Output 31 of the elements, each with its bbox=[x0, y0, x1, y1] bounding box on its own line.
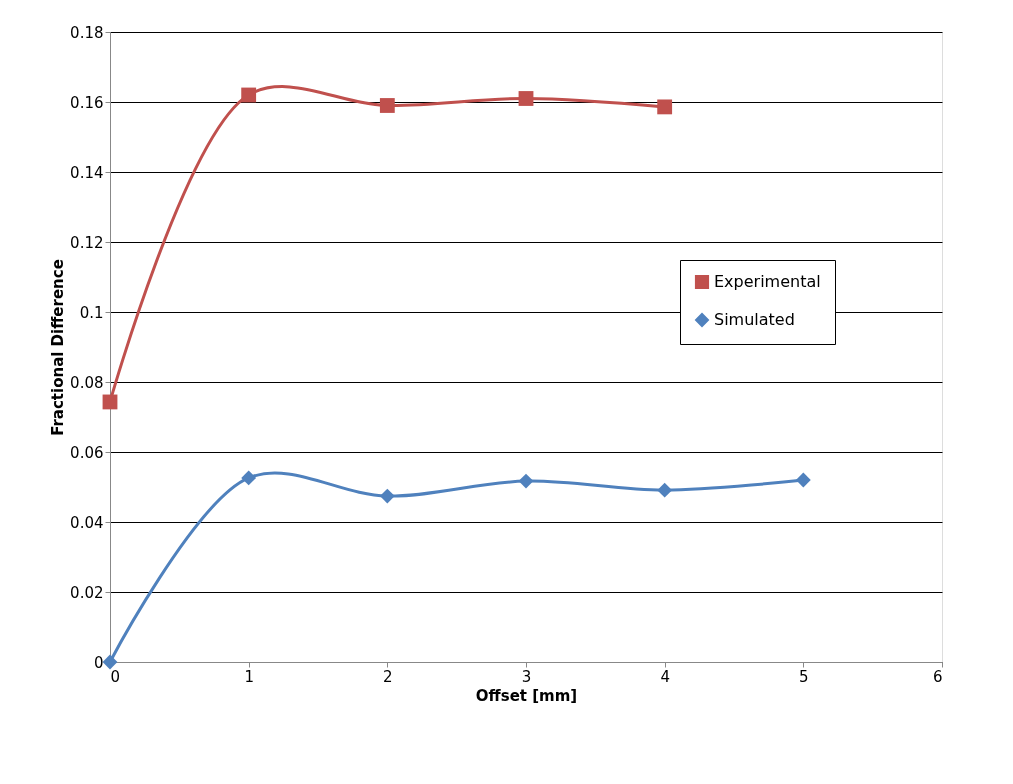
y-tick-label: 0.06 bbox=[70, 443, 104, 462]
x-tick-label: 3 bbox=[521, 667, 532, 686]
point bbox=[518, 91, 534, 106]
y-tick-label: 0.1 bbox=[79, 303, 104, 322]
x-tick-label: 0 bbox=[110, 667, 121, 686]
x-axis-title: Offset [mm] bbox=[475, 686, 578, 705]
y-tick-label: 0.18 bbox=[70, 23, 104, 42]
legend-label: Simulated bbox=[714, 310, 795, 329]
point bbox=[379, 488, 395, 504]
y-tick-label: 0.04 bbox=[70, 513, 104, 532]
y-tick-label: 0 bbox=[93, 653, 104, 672]
y-tick-label: 0.08 bbox=[70, 373, 104, 392]
legend-label: Experimental bbox=[714, 272, 821, 291]
x-tick-label: 6 bbox=[932, 667, 943, 686]
point bbox=[102, 654, 118, 670]
point bbox=[795, 472, 811, 488]
x-tick-label: 5 bbox=[799, 667, 809, 686]
point bbox=[518, 473, 534, 489]
point bbox=[657, 482, 673, 498]
point bbox=[379, 98, 395, 113]
y-tick-label: 0.12 bbox=[70, 233, 104, 252]
y-axis-title: Fractional Difference bbox=[49, 259, 68, 436]
point bbox=[241, 470, 257, 486]
y-tick-label: 0.16 bbox=[70, 93, 104, 112]
x-tick-label: 2 bbox=[383, 667, 393, 686]
point bbox=[657, 99, 673, 115]
x-tick-label: 1 bbox=[244, 667, 254, 686]
point bbox=[241, 87, 257, 103]
y-tick-label: 0.02 bbox=[70, 583, 104, 602]
y-tick-label: 0.14 bbox=[70, 163, 104, 182]
x-tick-label: 4 bbox=[660, 667, 670, 686]
